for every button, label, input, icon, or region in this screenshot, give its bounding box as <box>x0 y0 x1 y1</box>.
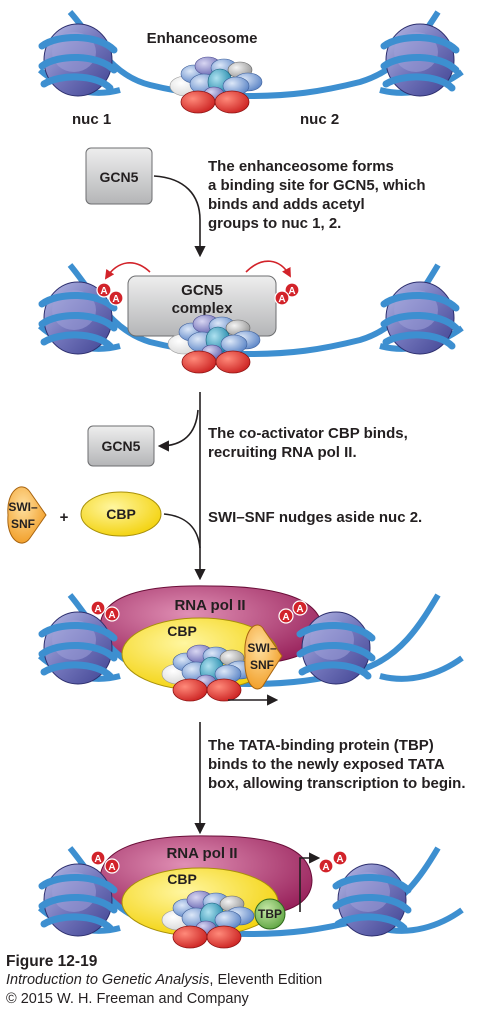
cbp-label: CBP <box>167 871 197 887</box>
acetyl-label: A <box>112 294 119 305</box>
tbp-protein <box>254 898 286 930</box>
acetyl-group-badge: A <box>104 606 120 622</box>
gcn5-release-arrow <box>157 409 199 452</box>
copyright-line: © 2015 W. H. Freeman and Company <box>6 991 249 1007</box>
plus-sign: + <box>60 509 69 526</box>
acetyl-label: A <box>100 286 107 297</box>
acetyl-label: A <box>94 854 101 865</box>
enhanceosome-label: Enhanceosome <box>147 30 258 47</box>
step1-text-line-2: a binding site for GCN5, which <box>208 177 426 194</box>
stage4-transcription-initiation: RNA pol II CBP TBP A A A A <box>37 835 464 949</box>
cbp-protein <box>80 491 162 537</box>
nuc1-label: nuc 1 <box>72 111 111 128</box>
step1-text-line-4: groups to nuc 1, 2. <box>208 215 341 232</box>
step3-text-line-2: binds to the newly exposed TATA <box>208 756 445 773</box>
acetyl-group-badge: A <box>278 608 294 624</box>
gcn5-label: GCN5 <box>100 169 139 185</box>
nuc2-label: nuc 2 <box>300 111 339 128</box>
step1-text-line-3: binds and adds acetyl <box>208 196 365 213</box>
step3-text-line-3: box, allowing transcription to begin. <box>208 775 466 792</box>
book-credit-line: Introduction to Genetic Analysis, Eleven… <box>6 971 322 990</box>
acetyl-group-badge: A <box>332 850 348 866</box>
nucleosome-2 <box>384 24 456 96</box>
acetyl-label: A <box>336 854 343 865</box>
acetyl-group-badge: A <box>292 600 308 616</box>
step2-text-a-line-2: recruiting RNA pol II. <box>208 444 357 461</box>
step2-text-a-line-1: The co-activator CBP binds, <box>208 425 408 442</box>
figure-number: Figure 12-19 <box>6 953 98 970</box>
figure-caption: Figure 12-19 Introduction to Genetic Ana… <box>6 952 322 1009</box>
acetylation-arrow-right <box>245 260 291 278</box>
gcn5-box <box>85 147 153 205</box>
rna-pol-label: RNA pol II <box>166 845 237 862</box>
acetyl-label: A <box>296 604 303 615</box>
swi-snf-protein: SWI– SNF <box>7 486 47 544</box>
acetyl-group-badge: A <box>90 850 106 866</box>
book-title: Introduction to Genetic Analysis <box>6 972 210 988</box>
step1: GCN5 The enhanceosome forms a binding si… <box>85 147 426 258</box>
acetyl-group-badge: A <box>90 600 106 616</box>
tbp-label: TBP <box>258 907 282 921</box>
swi-snf-label-line-1: SWI– <box>8 500 38 514</box>
acetyl-label: A <box>322 862 329 873</box>
transcription-start-arrow <box>299 852 321 912</box>
step3-text-line-1: The TATA-binding protein (TBP) <box>208 737 434 754</box>
book-edition: , Eleventh Edition <box>209 972 323 988</box>
acetyl-label: A <box>108 862 115 873</box>
swi-snf-label-line-2: SNF <box>250 658 274 672</box>
swi-snf-label-line-2: SNF <box>11 517 35 531</box>
acetyl-label: A <box>94 604 101 615</box>
acetyl-label: A <box>108 610 115 621</box>
acetyl-label: A <box>278 294 285 305</box>
cbp-bind-arrow <box>163 513 201 549</box>
acetyl-group-badge: A <box>318 858 334 874</box>
stage1-enhanceosome: Enhanceosome nuc 1 nuc 2 <box>37 10 464 128</box>
acetyl-group-badge: A <box>284 282 300 298</box>
gcn5-box <box>87 425 155 467</box>
nucleosome-1 <box>42 24 114 96</box>
gcn5-label: GCN5 <box>102 438 141 454</box>
swi-snf-protein: SWI– SNF <box>244 624 283 690</box>
acetyl-group-badge: A <box>96 282 112 298</box>
step2: GCN5 The co-activator CBP binds, recruit… <box>7 392 422 581</box>
acetyl-label: A <box>282 612 289 623</box>
acetyl-group-badge: A <box>274 290 290 306</box>
acetyl-group-badge: A <box>108 290 124 306</box>
step2-text-b-line-1: SWI–SNF nudges aside nuc 2. <box>208 509 422 526</box>
nucleosome-2 <box>384 282 456 354</box>
acetylation-arrow-left <box>104 262 151 280</box>
swi-snf-label-line-1: SWI– <box>247 641 277 655</box>
dna-strand <box>379 655 464 682</box>
cbp-label: CBP <box>167 623 197 639</box>
stage2-gcn5-complex: GCN5 complex A A A A <box>37 260 464 374</box>
acetyl-group-badge: A <box>104 858 120 874</box>
gcn5-complex-label-line-2: complex <box>172 300 234 317</box>
acetyl-label: A <box>288 286 295 297</box>
flow-arrow-1 <box>153 175 206 258</box>
rna-pol-label: RNA pol II <box>174 597 245 614</box>
gcn5-complex-label-line-1: GCN5 <box>181 282 223 299</box>
step3: The TATA-binding protein (TBP) binds to … <box>194 722 466 835</box>
cbp-label: CBP <box>106 506 136 522</box>
step1-text-line-1: The enhanceosome forms <box>208 158 394 175</box>
stage3-rna-pol-recruited: RNA pol II CBP SWI– SNF A A A A <box>37 585 464 706</box>
